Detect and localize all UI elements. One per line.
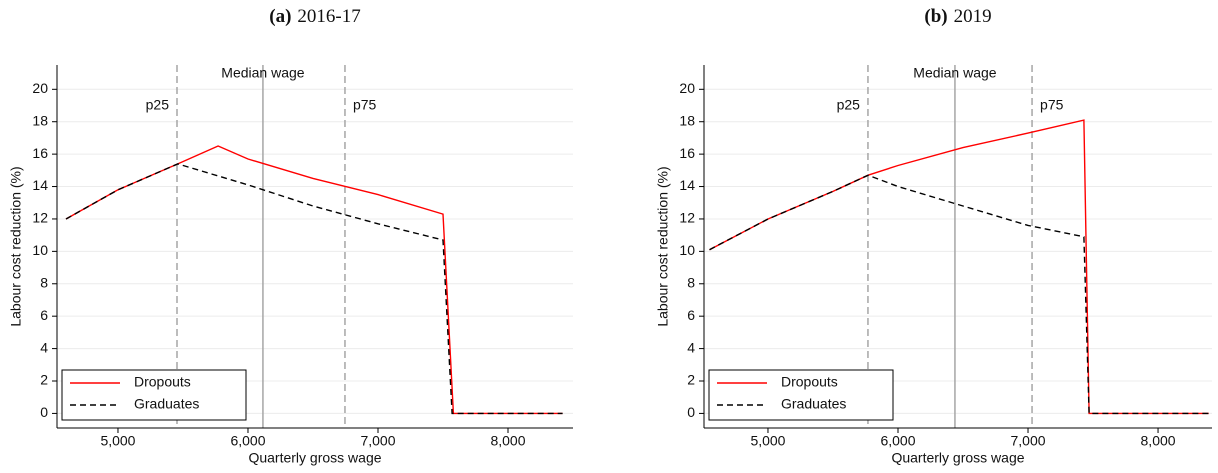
- legend-label: Dropouts: [134, 374, 191, 390]
- reference-label: Median wage: [221, 65, 304, 81]
- series-line: [709, 119, 1209, 415]
- y-tick-label: 2: [40, 372, 48, 388]
- y-tick-label: 0: [687, 404, 695, 420]
- y-tick-label: 8: [40, 274, 48, 290]
- legend-box: [61, 369, 247, 421]
- x-tick-label: 7,000: [1010, 433, 1045, 449]
- y-tick-label: 16: [32, 145, 48, 161]
- y-tick-label: 10: [32, 242, 48, 258]
- y-tick-label: 20: [32, 80, 48, 96]
- y-axis-label: Labour cost reduction (%): [655, 166, 671, 326]
- y-tick-label: 18: [679, 112, 695, 128]
- y-tick-label: 18: [32, 112, 48, 128]
- x-tick-label: 6,000: [230, 433, 265, 449]
- x-axis-label: Quarterly gross wage: [248, 450, 381, 466]
- panel-tag: (a): [269, 6, 291, 27]
- x-tick-label: 5,000: [750, 433, 785, 449]
- panel-title-text: 2016-17: [297, 6, 360, 27]
- panel: (b) 2019 0 2 4 6 8 10 12 14 16 18 20 5,000 6,000 7,000 8…: [655, 6, 1212, 466]
- series-line: [65, 163, 563, 415]
- legend-label: Dropouts: [781, 374, 838, 390]
- reference-label: Median wage: [913, 65, 996, 81]
- y-tick-label: 2: [687, 372, 695, 388]
- y-tick-label: 16: [679, 145, 695, 161]
- y-tick-label: 12: [679, 210, 695, 226]
- y-tick-label: 20: [679, 80, 695, 96]
- legend: Dropouts Graduates: [708, 369, 894, 421]
- panel-title: (a) 2016-17: [269, 6, 360, 27]
- panel-tag: (b): [924, 6, 947, 27]
- series-line: [709, 174, 1209, 415]
- reference-label: p25: [146, 97, 170, 113]
- reference-label: p75: [353, 97, 377, 113]
- x-tick-label: 5,000: [100, 433, 135, 449]
- reference-label: p25: [837, 97, 861, 113]
- legend-label: Graduates: [781, 396, 846, 412]
- y-tick-label: 6: [40, 307, 48, 323]
- y-tick-label: 14: [32, 177, 48, 193]
- legend: Dropouts Graduates: [61, 369, 247, 421]
- legend-label: Graduates: [134, 396, 199, 412]
- panel-title-text: 2019: [954, 6, 992, 27]
- y-tick-label: 4: [687, 339, 695, 355]
- y-tick-label: 10: [679, 242, 695, 258]
- panel-title: (b) 2019: [924, 6, 991, 27]
- x-axis-label: Quarterly gross wage: [891, 450, 1024, 466]
- x-tick-label: 8,000: [490, 433, 525, 449]
- y-tick-label: 6: [687, 307, 695, 323]
- legend-box: [708, 369, 894, 421]
- y-tick-label: 8: [687, 274, 695, 290]
- x-tick-label: 7,000: [360, 433, 395, 449]
- y-tick-label: 14: [679, 177, 695, 193]
- x-tick-label: 8,000: [1141, 433, 1176, 449]
- y-axis-label: Labour cost reduction (%): [8, 166, 24, 326]
- y-tick-label: 4: [40, 339, 48, 355]
- panel: (a) 2016-17 0 2 4 6 8 10 12 14 16 18 20 5,000 6,000 7,0…: [8, 6, 573, 466]
- reference-label: p75: [1040, 97, 1064, 113]
- y-tick-label: 12: [32, 210, 48, 226]
- y-tick-label: 0: [40, 404, 48, 420]
- x-tick-label: 6,000: [880, 433, 915, 449]
